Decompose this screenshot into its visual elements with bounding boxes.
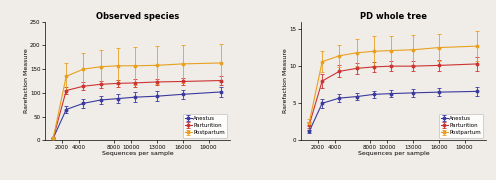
Y-axis label: Rarefaction Measure: Rarefaction Measure bbox=[283, 49, 288, 113]
X-axis label: Sequences per sample: Sequences per sample bbox=[102, 151, 173, 156]
Y-axis label: Rarefaction Measure: Rarefaction Measure bbox=[24, 49, 29, 113]
Title: Observed species: Observed species bbox=[96, 12, 179, 21]
Legend: Anestus, Parturition, Postpartum: Anestus, Parturition, Postpartum bbox=[439, 114, 483, 138]
Title: PD whole tree: PD whole tree bbox=[360, 12, 427, 21]
X-axis label: Sequences per sample: Sequences per sample bbox=[358, 151, 429, 156]
Legend: Anestus, Parturition, Postpartum: Anestus, Parturition, Postpartum bbox=[183, 114, 227, 138]
